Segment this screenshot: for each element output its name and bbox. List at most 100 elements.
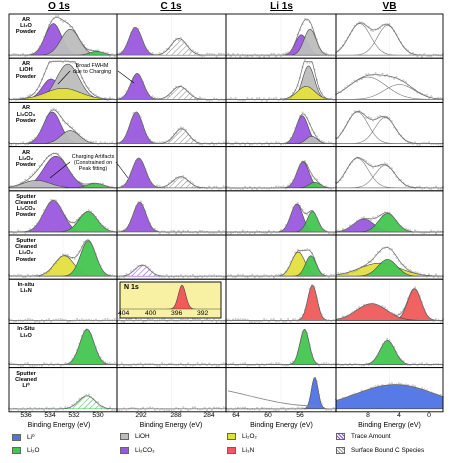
data-point (411, 143, 414, 145)
data-point (132, 269, 135, 272)
data-point (38, 219, 41, 222)
data-point (435, 232, 437, 235)
inset-tick: 400 (145, 310, 157, 317)
data-point (118, 276, 121, 279)
data-point (301, 23, 304, 25)
data-point (395, 175, 398, 178)
data-point (113, 98, 116, 101)
data-point (234, 364, 237, 366)
data-point (437, 319, 440, 322)
data-point (73, 29, 76, 32)
data-point (80, 41, 83, 44)
data-point (299, 317, 302, 319)
data-point (386, 163, 389, 166)
data-point (363, 303, 365, 306)
data-point (244, 54, 247, 57)
data-point (239, 143, 242, 146)
data-point (353, 392, 356, 395)
data-point (369, 362, 372, 365)
data-point (111, 319, 114, 322)
data-point (402, 384, 405, 386)
data-point (349, 163, 351, 166)
data-point (113, 408, 116, 411)
data-point (344, 228, 347, 231)
legend-swatch (227, 447, 236, 454)
data-point (168, 48, 171, 51)
data-point (149, 95, 152, 98)
data-point (123, 407, 126, 410)
data-point (24, 408, 27, 411)
data-point (407, 84, 410, 87)
data-point (363, 391, 365, 394)
data-point (104, 141, 107, 144)
data-point (31, 274, 34, 277)
data-point (376, 215, 379, 217)
data-point (320, 313, 323, 316)
data-point (313, 286, 316, 289)
data-point (78, 343, 81, 345)
panel-frame (335, 367, 444, 413)
data-point (158, 52, 161, 55)
data-point (253, 98, 256, 101)
data-point (260, 99, 263, 102)
data-point (409, 293, 412, 296)
data-point (146, 175, 149, 178)
data-point (71, 126, 74, 129)
data-point (241, 99, 244, 102)
inset-tick: 396 (171, 310, 183, 317)
data-point (430, 55, 433, 58)
data-point (265, 99, 268, 102)
data-point (294, 318, 297, 321)
data-point (182, 127, 185, 130)
data-point (325, 185, 328, 188)
data-point (432, 142, 435, 145)
data-point (268, 229, 270, 232)
arrow (49, 161, 71, 179)
data-point (172, 133, 175, 136)
data-point (135, 407, 137, 410)
data-point (111, 409, 114, 411)
data-point (356, 156, 358, 159)
data-point (397, 356, 400, 358)
data-point (239, 231, 242, 234)
data-point (388, 117, 391, 120)
data-point (256, 97, 258, 100)
data-point (97, 183, 100, 186)
data-point (367, 116, 370, 118)
data-point (234, 276, 237, 279)
data-point (59, 157, 62, 160)
data-point (409, 86, 412, 89)
data-point (90, 182, 93, 185)
data-point (109, 186, 111, 189)
data-point (397, 224, 400, 226)
data-point (287, 318, 290, 320)
data-point (137, 409, 140, 411)
data-point (66, 220, 69, 222)
data-point (411, 288, 414, 291)
data-point (282, 229, 285, 232)
data-point (180, 176, 182, 179)
data-point (400, 134, 403, 137)
data-point (151, 52, 154, 55)
spectrum-panel (335, 324, 444, 367)
data-point (130, 218, 133, 221)
data-point (346, 364, 349, 367)
data-point (383, 306, 386, 309)
data-point (277, 141, 280, 144)
spectrum-panel (8, 280, 118, 323)
data-point (142, 80, 144, 83)
data-point (275, 362, 278, 365)
data-point (360, 21, 363, 24)
data-point (304, 408, 306, 410)
data-point (168, 94, 171, 97)
data-point (127, 38, 130, 41)
data-point (315, 78, 318, 81)
data-point (325, 274, 328, 277)
data-point (372, 74, 375, 76)
data-point (69, 362, 71, 365)
data-point (416, 364, 419, 367)
data-point (43, 320, 46, 323)
data-point (263, 142, 266, 145)
data-point (249, 275, 251, 277)
data-point (353, 362, 356, 365)
